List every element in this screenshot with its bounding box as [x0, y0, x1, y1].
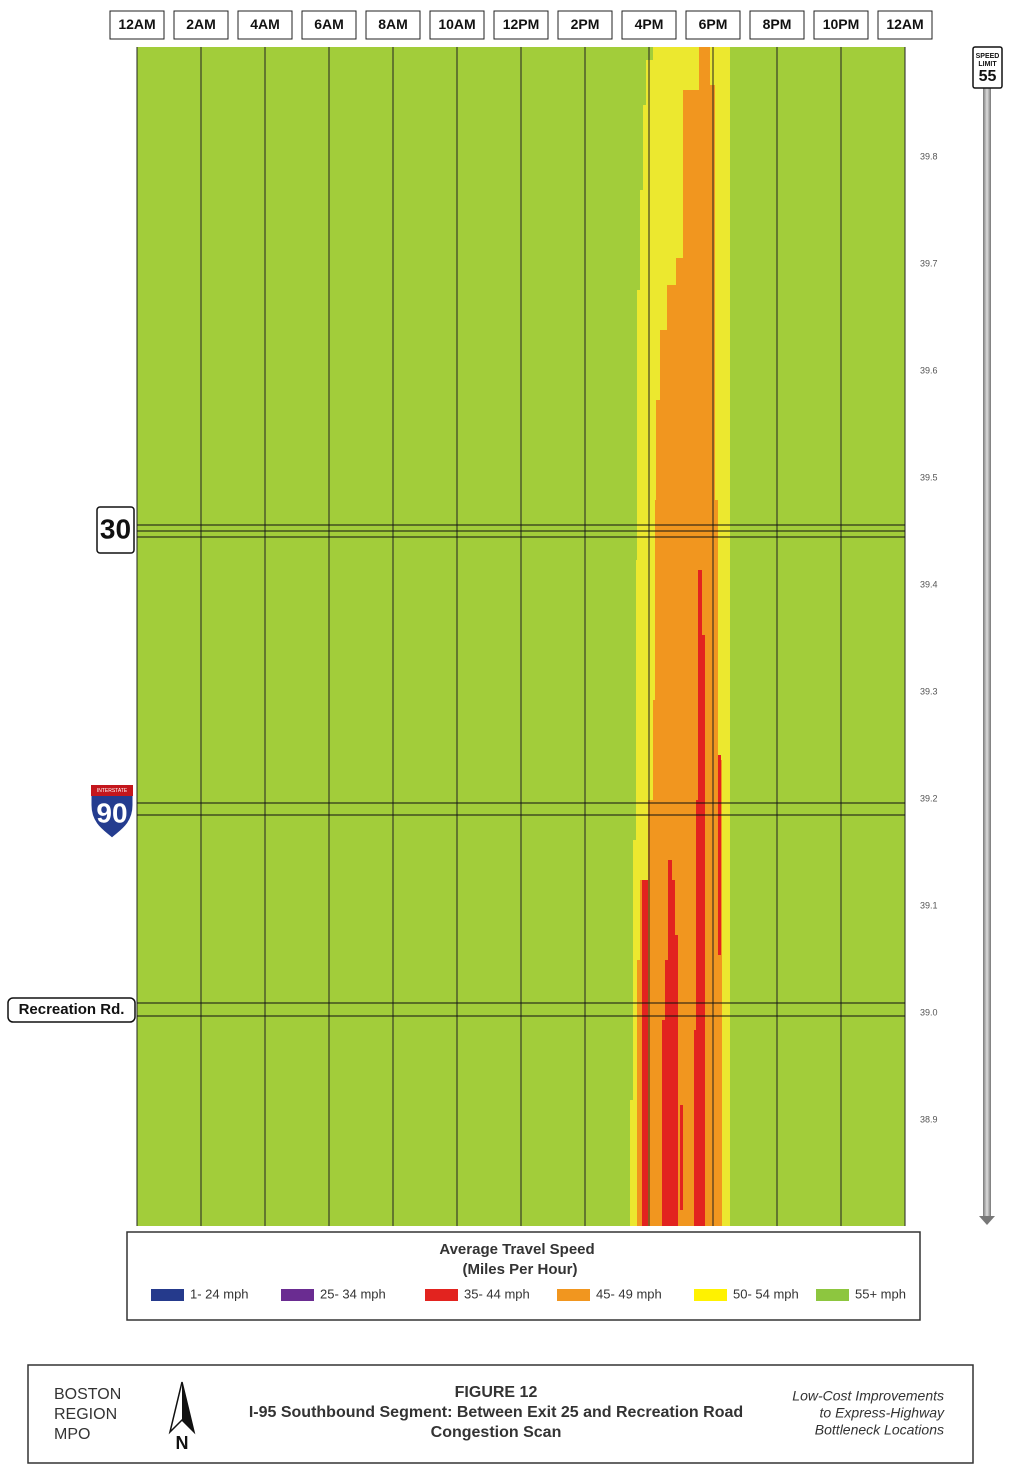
shield-number: 90	[96, 797, 127, 828]
mile-label: 39.7	[920, 258, 938, 268]
time-label-box	[493, 10, 549, 40]
time-label: 10AM	[438, 16, 475, 32]
severe-area	[680, 1105, 683, 1210]
org-name: REGION	[54, 1406, 117, 1423]
mile-label: 39.4	[920, 579, 938, 589]
legend-title: Average Travel Speed	[439, 1241, 594, 1258]
time-label: 8AM	[378, 16, 408, 32]
legend-label: 25- 34 mph	[320, 1286, 386, 1301]
route-sign-box	[96, 506, 135, 554]
severe-area	[718, 755, 721, 955]
time-label-box	[877, 10, 933, 40]
mile-label: 39.6	[920, 365, 938, 375]
legend-swatch	[281, 1289, 314, 1301]
mile-label: 39.0	[920, 1007, 938, 1017]
time-label-box	[749, 10, 805, 40]
sign-text: SPEED	[976, 53, 1000, 60]
time-label-box	[173, 10, 229, 40]
shield-band	[91, 785, 133, 796]
time-label-box	[237, 10, 293, 40]
mile-label: 39.8	[920, 151, 938, 161]
legend-swatch	[425, 1289, 458, 1301]
north-label: N	[176, 1433, 189, 1453]
time-label: 4PM	[635, 16, 664, 32]
sign-number: 55	[979, 68, 997, 85]
legend-label: 45- 49 mph	[596, 1286, 662, 1301]
time-label-box	[621, 10, 677, 40]
severe-area	[694, 570, 705, 1226]
mile-label: 39.2	[920, 793, 938, 803]
report-note: to Express-Highway	[820, 1405, 945, 1421]
time-label-box	[365, 10, 421, 40]
pole-arrow	[979, 1216, 995, 1225]
org-name: MPO	[54, 1426, 90, 1443]
figure-title: I-95 Southbound Segment: Between Exit 25…	[249, 1404, 743, 1421]
grid: 12AM 2AM 4AM 6AM 8AM 10AM 12PM 2PM 4PM 6PM 8PM 10PM…	[109, 10, 938, 1226]
footer: BOSTON REGION MPO N FIGURE 12 I-95 South…	[27, 1364, 974, 1464]
legend-swatch	[151, 1289, 184, 1301]
time-label-box	[429, 10, 485, 40]
landmark-lines	[137, 524, 905, 1017]
report-note: Bottleneck Locations	[815, 1422, 944, 1438]
sign-text: LIMIT	[978, 61, 997, 68]
road-sign-box	[7, 997, 136, 1023]
legend-label: 35- 44 mph	[464, 1286, 530, 1301]
mile-label: 39.5	[920, 472, 938, 482]
time-label-box	[813, 10, 869, 40]
time-label: 2AM	[186, 16, 216, 32]
legend-swatch	[694, 1289, 727, 1301]
time-label-box	[109, 10, 165, 40]
time-label: 12AM	[118, 16, 155, 32]
mile-label: 39.3	[920, 686, 938, 696]
mile-label: 38.9	[920, 1114, 938, 1124]
sign-box	[972, 46, 1003, 89]
figure-number: FIGURE 12	[455, 1384, 538, 1401]
figure-subtitle: Congestion Scan	[431, 1424, 562, 1441]
time-label: 8PM	[763, 16, 792, 32]
shield-caption: INTERSTATE	[97, 788, 128, 794]
time-label: 2PM	[571, 16, 600, 32]
time-label-box	[685, 10, 741, 40]
legend-label: 55+ mph	[855, 1286, 906, 1301]
north-arrow-shade	[182, 1382, 194, 1432]
sign-pole	[983, 88, 991, 1216]
legend-swatch	[557, 1289, 590, 1301]
severe-area	[642, 880, 648, 1226]
time-label: 4AM	[250, 16, 280, 32]
route-sign: 30	[96, 506, 135, 554]
time-label: 12PM	[503, 16, 540, 32]
road-name: Recreation Rd.	[19, 1001, 125, 1018]
time-label-box	[301, 10, 357, 40]
route-number: 30	[100, 513, 131, 544]
time-label: 10PM	[823, 16, 860, 32]
time-label: 6PM	[699, 16, 728, 32]
legend-label: 50- 54 mph	[733, 1286, 799, 1301]
severe-area	[662, 860, 678, 1226]
time-label: 6AM	[314, 16, 344, 32]
legend-subtitle: (Miles Per Hour)	[462, 1261, 577, 1278]
report-note: Low-Cost Improvements	[792, 1388, 944, 1404]
time-label-box	[557, 10, 613, 40]
time-label: 12AM	[886, 16, 923, 32]
road-sign: Recreation Rd.	[7, 997, 136, 1023]
legend-label: 1- 24 mph	[190, 1286, 249, 1301]
legend-box	[126, 1231, 921, 1321]
speed-limit-sign: SPEED LIMIT 55	[972, 46, 1003, 1225]
shield-body	[90, 784, 134, 839]
legend-swatch	[816, 1289, 849, 1301]
interstate-shield: INTERSTATE 90	[90, 784, 134, 839]
org-name: BOSTON	[54, 1386, 121, 1403]
legend: Average Travel Speed (Miles Per Hour) 1-…	[126, 1231, 921, 1321]
mile-label: 39.1	[920, 900, 938, 910]
